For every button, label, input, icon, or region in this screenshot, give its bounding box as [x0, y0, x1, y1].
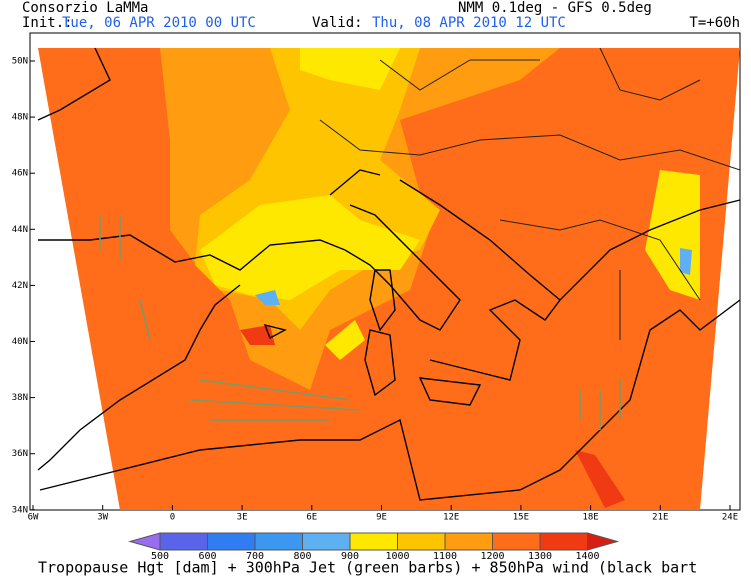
- colorbar-cell: [492, 532, 541, 551]
- lon-label: 18E: [582, 513, 598, 523]
- field-900: [255, 290, 280, 305]
- lat-labels: 50N 48N 46N 44N 42N 40N 38N 36N 34N: [12, 57, 35, 515]
- colorbar-label: 900: [341, 551, 359, 562]
- colorbar-cell: [397, 532, 446, 551]
- map-area: 6W 3W 0 3E 6E 9E 12E 15E 18E 21E 24E 50N 48N 46N 44N 4…: [12, 32, 741, 523]
- colorbar-label: 1000: [385, 551, 409, 562]
- init-time: Tue, 06 APR 2010 00 UTC: [62, 15, 256, 31]
- lead-time: T=+60h: [689, 15, 740, 31]
- lon-label: 15E: [513, 513, 529, 523]
- lat-label: 50N: [12, 57, 28, 67]
- lat-label: 48N: [12, 113, 28, 123]
- colorbar-label: 1300: [528, 551, 552, 562]
- islands: [263, 269, 482, 406]
- valid-label: Valid:: [312, 15, 363, 31]
- colorbar-label: 1400: [575, 551, 599, 562]
- init-label: Init.:: [22, 15, 73, 31]
- borders: [319, 47, 741, 340]
- colorbar-cell: [302, 532, 351, 551]
- coastline-south-east: [39, 199, 741, 501]
- colorbar-end: [587, 532, 620, 551]
- coastline: [37, 47, 561, 471]
- colorbar-label: 500: [151, 551, 169, 562]
- colorbar-label: 600: [198, 551, 216, 562]
- model: NMM 0.1deg - GFS 0.5deg: [458, 0, 652, 16]
- lon-labels: 6W 3W 0 3E 6E 9E 12E 15E 18E 21E 24E: [28, 505, 738, 523]
- field-1400-s: [575, 450, 625, 508]
- colorbar-cell: [444, 532, 493, 551]
- lon-label: 3E: [237, 513, 248, 523]
- lon-label: 12E: [443, 513, 459, 523]
- lon-label: 9E: [376, 513, 387, 523]
- colorbar-cell: [349, 532, 398, 551]
- field-1000: [200, 195, 420, 300]
- source: Consorzio LaMMa: [22, 0, 148, 16]
- lat-label: 36N: [12, 449, 28, 459]
- lon-label: 6W: [28, 513, 39, 523]
- lat-label: 42N: [12, 281, 28, 291]
- colorbar: 500 600 700 800 900 1000 1100 1200 1300 1400: [128, 532, 620, 562]
- valid-time: Thu, 08 APR 2010 12 UTC: [372, 15, 566, 31]
- field-1000-n: [300, 48, 400, 90]
- lon-label: 6E: [306, 513, 317, 523]
- colorbar-label: 1100: [433, 551, 457, 562]
- colorbar-label: 800: [293, 551, 311, 562]
- lon-label: 24E: [722, 513, 738, 523]
- field-1000-s: [325, 320, 365, 360]
- colorbar-cell: [539, 532, 588, 551]
- field-900-e: [680, 248, 692, 275]
- colorbar-label: 1200: [480, 551, 504, 562]
- colorbar-cell: [207, 532, 256, 551]
- lat-label: 46N: [12, 169, 28, 179]
- colorbar-label: 700: [246, 551, 264, 562]
- colorbar-cell: [254, 532, 303, 551]
- caption: Tropopause Hgt [dam] + 300hPa Jet (green…: [38, 559, 697, 577]
- jet-barbs: [99, 215, 621, 430]
- colorbar-cell: [159, 532, 208, 551]
- lon-label: 21E: [652, 513, 668, 523]
- lat-label: 40N: [12, 337, 28, 347]
- lon-label: 0: [170, 513, 175, 523]
- lon-label: 3W: [97, 513, 108, 523]
- lat-label: 44N: [12, 225, 28, 235]
- lat-label: 34N: [12, 505, 28, 515]
- lat-label: 38N: [12, 393, 28, 403]
